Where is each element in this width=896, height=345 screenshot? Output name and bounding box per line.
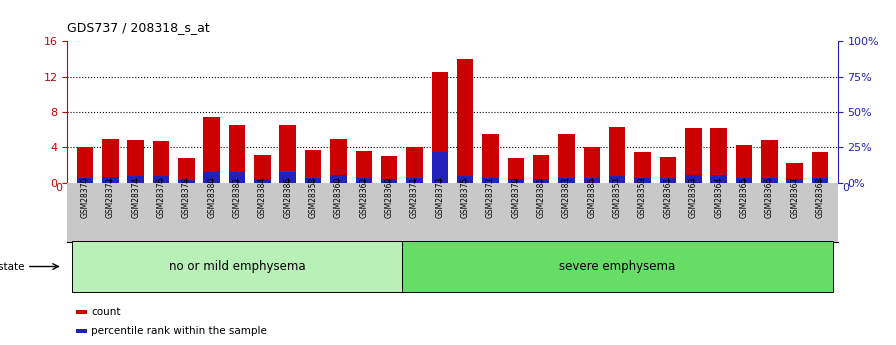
Bar: [331, 139, 347, 183]
Bar: [305, 150, 322, 183]
Bar: [711, 175, 727, 183]
Bar: [356, 178, 372, 183]
Bar: [102, 177, 118, 183]
Bar: [178, 180, 194, 183]
Bar: [305, 178, 322, 183]
Bar: [736, 145, 753, 183]
Bar: [787, 164, 803, 183]
Bar: [254, 179, 271, 183]
Bar: [254, 155, 271, 183]
Bar: [659, 157, 676, 183]
Text: percentile rank within the sample: percentile rank within the sample: [91, 326, 267, 336]
Bar: [659, 178, 676, 183]
Bar: [609, 176, 625, 183]
Bar: [761, 140, 778, 183]
Bar: [432, 72, 448, 183]
Bar: [533, 179, 549, 183]
Text: 0: 0: [56, 183, 63, 193]
FancyBboxPatch shape: [76, 310, 87, 314]
Bar: [457, 176, 473, 183]
Bar: [457, 59, 473, 183]
Bar: [711, 128, 727, 183]
Text: 0: 0: [842, 183, 849, 193]
Text: severe emphysema: severe emphysema: [559, 260, 676, 273]
Bar: [761, 178, 778, 183]
Bar: [508, 158, 524, 183]
Text: disease state: disease state: [0, 262, 24, 272]
Bar: [152, 141, 169, 183]
Bar: [406, 178, 423, 183]
FancyBboxPatch shape: [401, 241, 832, 292]
Bar: [228, 172, 246, 183]
Bar: [178, 158, 194, 183]
FancyBboxPatch shape: [76, 329, 87, 333]
Bar: [77, 178, 93, 183]
Bar: [482, 178, 499, 183]
Bar: [280, 125, 296, 183]
Text: count: count: [91, 307, 121, 317]
Bar: [102, 139, 118, 183]
Bar: [736, 178, 753, 183]
Bar: [203, 172, 220, 183]
Bar: [203, 117, 220, 183]
Bar: [634, 152, 650, 183]
Bar: [406, 148, 423, 183]
Text: no or mild emphysema: no or mild emphysema: [168, 260, 306, 273]
Bar: [685, 128, 702, 183]
Bar: [432, 152, 448, 183]
Bar: [508, 179, 524, 183]
Bar: [583, 178, 600, 183]
Bar: [812, 152, 828, 183]
Bar: [228, 125, 246, 183]
Bar: [127, 176, 144, 183]
Bar: [609, 127, 625, 183]
Bar: [381, 179, 397, 183]
Bar: [787, 179, 803, 183]
Bar: [356, 151, 372, 183]
Text: GDS737 / 208318_s_at: GDS737 / 208318_s_at: [67, 21, 210, 34]
Bar: [533, 155, 549, 183]
Bar: [812, 178, 828, 183]
Bar: [685, 175, 702, 183]
Bar: [583, 148, 600, 183]
Bar: [482, 134, 499, 183]
Bar: [558, 134, 574, 183]
FancyBboxPatch shape: [73, 241, 401, 292]
Bar: [558, 178, 574, 183]
Bar: [280, 172, 296, 183]
Bar: [152, 176, 169, 183]
Bar: [331, 175, 347, 183]
Bar: [381, 156, 397, 183]
Bar: [634, 178, 650, 183]
Bar: [77, 148, 93, 183]
Bar: [127, 139, 144, 183]
